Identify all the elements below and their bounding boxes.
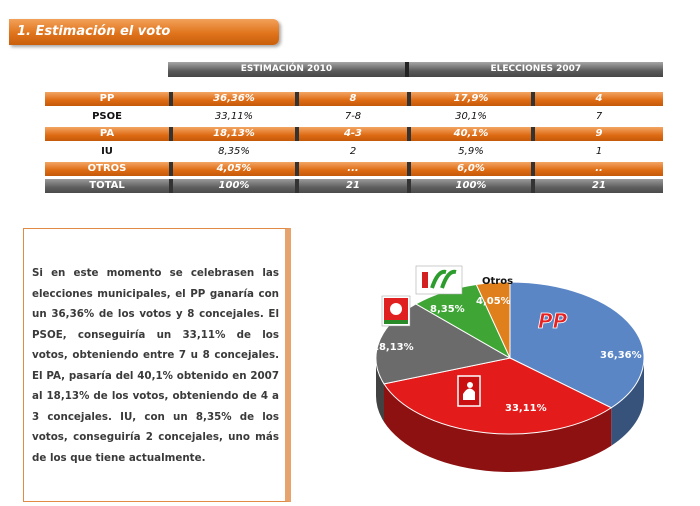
party-name-cell: PP xyxy=(45,92,169,106)
value-cell: 4,05% xyxy=(169,162,295,176)
pie-slice-psoe xyxy=(383,357,613,435)
table-row: IU 8,35% 2 5,9% 1 xyxy=(45,145,663,159)
value-cell: 7 xyxy=(531,110,663,124)
iu-logo-icon xyxy=(415,265,463,295)
value-cell: 100% xyxy=(407,179,531,193)
pa-logo-icon xyxy=(381,295,411,327)
value-cell: .. xyxy=(531,162,663,176)
value-cell: 36,36% xyxy=(169,92,295,106)
party-name-cell: TOTAL xyxy=(45,179,169,193)
slice-value-label-otros: 4,05% xyxy=(476,296,511,307)
pie-side-pa xyxy=(376,358,385,422)
header-estimacion-2010: ESTIMACIÓN 2010 xyxy=(168,62,405,77)
party-name-cell: PSOE xyxy=(92,111,122,122)
value-cell: 30,1% xyxy=(407,110,531,124)
slice-value-label-pp: 36,36% xyxy=(600,350,642,361)
value-cell: 5,9% xyxy=(407,145,531,159)
section-title: 1. Estimación el voto xyxy=(9,19,279,45)
pp-logo-icon: PP xyxy=(538,309,568,333)
value-cell: 33,11% xyxy=(169,110,295,124)
value-cell: 21 xyxy=(295,179,407,193)
value-cell: 6,0% xyxy=(407,162,531,176)
psoe-logo-icon xyxy=(457,375,481,407)
party-name-cell: OTROS xyxy=(45,162,169,176)
value-cell: 7-8 xyxy=(295,110,407,124)
value-cell: 40,1% xyxy=(407,127,531,141)
value-cell: 4-3 xyxy=(295,127,407,141)
otros-outside-label: Otros xyxy=(482,276,513,287)
value-cell: 100% xyxy=(169,179,295,193)
summary-text: Si en este momento se celebrasen las ele… xyxy=(32,267,279,464)
value-cell: 8 xyxy=(295,92,407,106)
slice-value-label-pa: 18,13% xyxy=(372,342,414,353)
vote-pie-chart: 36,36% 33,11% 18,13% 8,35% 4,05% Otros PP xyxy=(362,258,662,502)
table-header-row: ESTIMACIÓN 2010 ELECCIONES 2007 xyxy=(45,62,663,77)
table-row: PP 36,36% 8 17,9% 4 xyxy=(45,92,663,106)
party-name-cell: IU xyxy=(101,146,113,157)
value-cell: 18,13% xyxy=(169,127,295,141)
value-cell: 2 xyxy=(295,145,407,159)
table-row: TOTAL 100% 21 100% 21 xyxy=(45,179,663,193)
table-row: PSOE 33,11% 7-8 30,1% 7 xyxy=(45,110,663,124)
value-cell: ... xyxy=(295,162,407,176)
party-name-cell: PA xyxy=(45,127,169,141)
pie-slice-otros xyxy=(475,281,511,359)
value-cell: 1 xyxy=(531,145,663,159)
value-cell: 4 xyxy=(531,92,663,106)
table-row: PA 18,13% 4-3 40,1% 9 xyxy=(45,127,663,141)
value-cell: 21 xyxy=(531,179,663,193)
value-cell: 8,35% xyxy=(169,145,295,159)
pie-side-pp xyxy=(611,358,644,446)
value-cell: 17,9% xyxy=(407,92,531,106)
pie-side-psoe xyxy=(384,383,612,472)
value-cell: 9 xyxy=(531,127,663,141)
summary-box: Si en este momento se celebrasen las ele… xyxy=(23,228,291,502)
pie-slice-pp xyxy=(509,281,645,409)
header-elecciones-2007: ELECCIONES 2007 xyxy=(404,62,663,77)
slice-value-label-iu: 8,35% xyxy=(430,304,465,315)
table-row: OTROS 4,05%... 6,0%.. xyxy=(45,162,663,176)
slice-value-label-psoe: 33,11% xyxy=(505,403,547,414)
